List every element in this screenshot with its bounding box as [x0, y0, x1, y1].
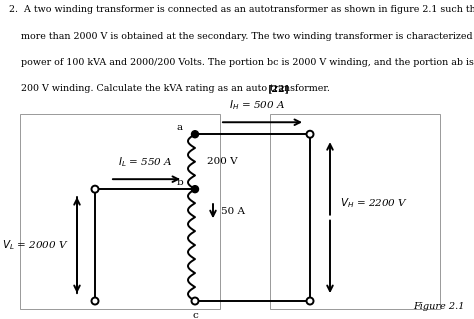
Text: b: b [176, 178, 183, 187]
Text: $I_L$ = 550 A: $I_L$ = 550 A [118, 155, 173, 169]
Text: 200 V winding. Calculate the kVA rating as an auto transformer.: 200 V winding. Calculate the kVA rating … [9, 84, 333, 93]
Text: 200 V: 200 V [207, 157, 237, 166]
Circle shape [191, 131, 199, 138]
Circle shape [91, 298, 99, 305]
Text: a: a [177, 123, 183, 132]
Text: c: c [192, 311, 198, 319]
Text: 2.  A two winding transformer is connected as an autotransformer as shown in fig: 2. A two winding transformer is connecte… [9, 5, 474, 14]
Text: more than 2000 V is obtained at the secondary. The two winding transformer is ch: more than 2000 V is obtained at the seco… [9, 32, 474, 41]
Text: $I_H$ = 500 A: $I_H$ = 500 A [229, 99, 286, 112]
Text: Figure 2.1: Figure 2.1 [413, 302, 465, 311]
Bar [270, 114, 440, 309]
Text: $V_L$ = 2000 V: $V_L$ = 2000 V [2, 238, 69, 252]
Circle shape [191, 298, 199, 305]
Circle shape [307, 131, 313, 138]
Text: [22]: [22] [268, 84, 290, 93]
Circle shape [91, 186, 99, 193]
Text: power of 100 kVA and 2000/200 Volts. The portion bc is 2000 V winding, and the p: power of 100 kVA and 2000/200 Volts. The… [9, 58, 474, 67]
Bar [20, 114, 220, 309]
Text: 50 A: 50 A [221, 207, 245, 216]
Text: $V_H$ = 2200 V: $V_H$ = 2200 V [340, 196, 408, 210]
Circle shape [307, 298, 313, 305]
Circle shape [191, 186, 199, 193]
